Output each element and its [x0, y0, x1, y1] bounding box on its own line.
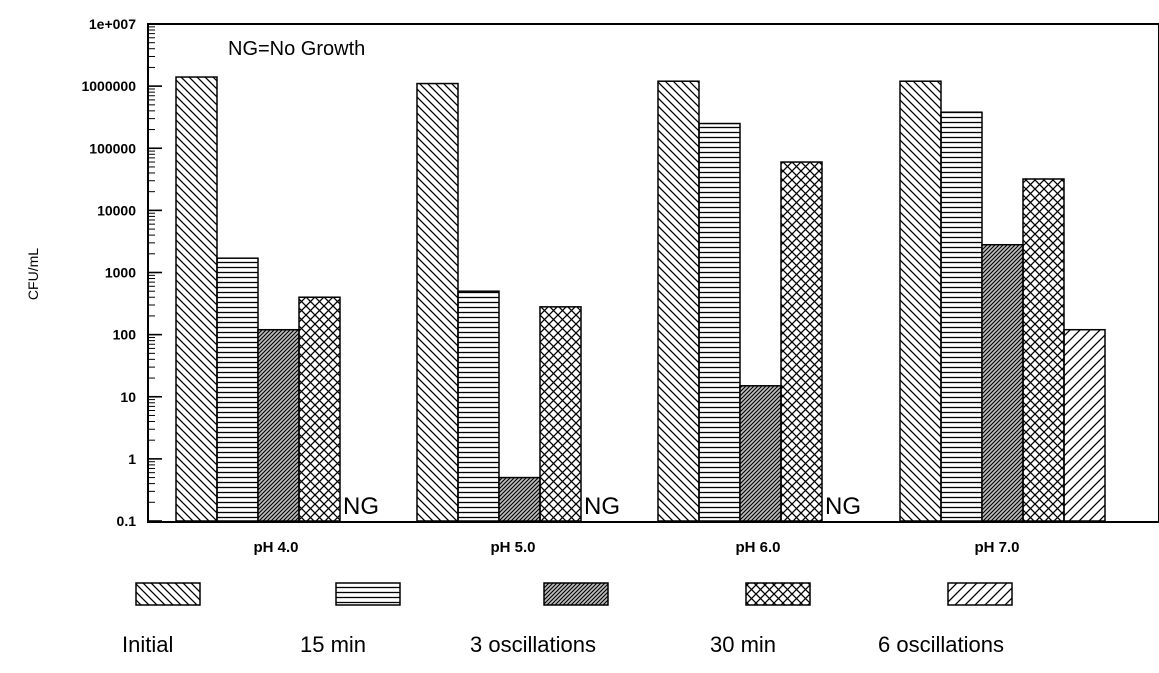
- y-tick-label: 10: [120, 389, 136, 405]
- bars: NG NG NG: [175, 76, 1106, 522]
- y-tick-label: 1000000: [81, 78, 136, 94]
- x-tick-label: pH 5.0: [490, 539, 535, 556]
- legend-swatch: [335, 582, 401, 606]
- bar-15-min-ph-6.0: [698, 122, 741, 522]
- no-growth-label: NG: [825, 493, 861, 520]
- legend-swatch: [135, 582, 201, 606]
- legend-label: 15 min: [300, 632, 366, 657]
- bar-15-min-ph-5.0: [457, 290, 500, 522]
- bar-3-oscillations-ph-5.0: [498, 476, 541, 522]
- no-growth-label: NG: [343, 493, 379, 520]
- y-tick-label: 1e+007: [89, 16, 136, 32]
- no-growth-annotation: NG=No Growth: [228, 38, 365, 60]
- y-tick-label: 1: [128, 451, 136, 467]
- y-tick-label: 10000: [97, 202, 136, 218]
- legend-label: Initial: [122, 632, 173, 657]
- bar-30-min-ph-6.0: [780, 161, 823, 522]
- legend-label: 30 min: [710, 632, 776, 657]
- bar-3-oscillations-ph-7.0: [981, 243, 1024, 522]
- no-growth-label: NG: [584, 493, 620, 520]
- legend-swatch: [947, 582, 1013, 606]
- bar-6-oscillations-ph-7.0: [1063, 328, 1106, 522]
- legend-label: 6 oscillations: [878, 632, 1004, 657]
- legend: Initial 15 min 3 oscillations 30 min 6 oscil…: [122, 582, 1013, 657]
- x-tick-label: pH 7.0: [974, 539, 1019, 556]
- y-tick-label: 1000: [105, 265, 136, 281]
- y-tick-label: 100: [113, 327, 137, 343]
- y-tick-label: 100000: [89, 140, 136, 156]
- bar-initial-ph-7.0: [899, 80, 942, 522]
- bar-30-min-ph-4.0: [298, 296, 341, 522]
- x-axis-labels: pH 4.0 pH 5.0 pH 6.0 pH 7.0: [253, 539, 1019, 556]
- bar-15-min-ph-7.0: [940, 111, 983, 522]
- legend-swatch: [745, 582, 811, 606]
- bar-15-min-ph-4.0: [216, 257, 259, 522]
- bar-3-oscillations-ph-4.0: [257, 328, 300, 522]
- bar-initial-ph-4.0: [175, 76, 218, 522]
- bar-initial-ph-5.0: [416, 82, 459, 522]
- bar-initial-ph-6.0: [657, 80, 700, 522]
- y-tick-label: 0.1: [117, 513, 137, 529]
- legend-swatch: [543, 582, 609, 606]
- bar-30-min-ph-5.0: [539, 306, 582, 522]
- x-tick-label: pH 4.0: [253, 539, 298, 556]
- bar-3-oscillations-ph-6.0: [739, 385, 782, 522]
- x-tick-label: pH 6.0: [735, 539, 780, 556]
- y-axis-ticks: 0.1 1 10 100 1000 10000 100000 1000000 1e+007: [81, 16, 162, 529]
- bar-30-min-ph-7.0: [1022, 178, 1065, 522]
- y-axis-title: CFU/mL: [25, 248, 41, 300]
- legend-label: 3 oscillations: [470, 632, 596, 657]
